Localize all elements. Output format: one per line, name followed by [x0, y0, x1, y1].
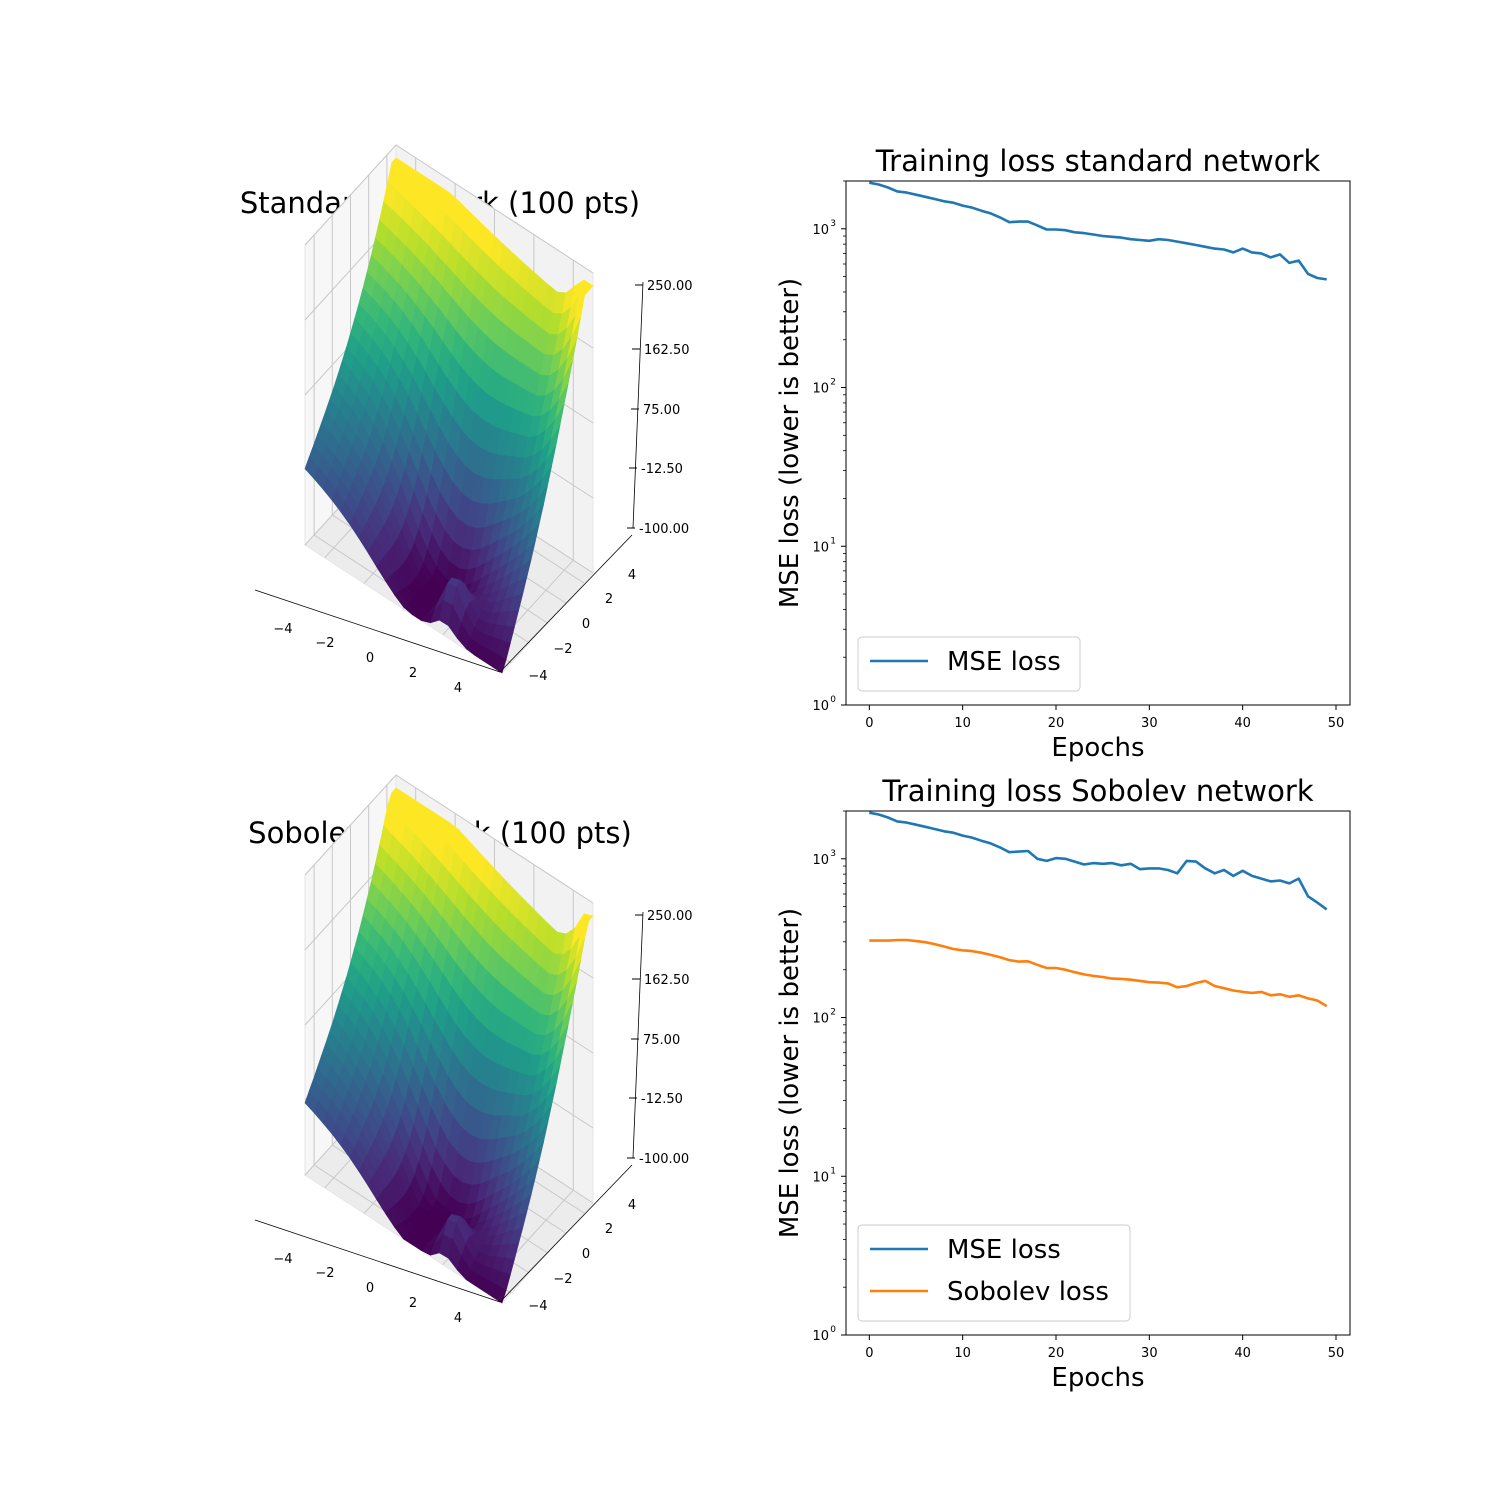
y-tick-exponent: 0 — [830, 695, 836, 705]
x-tick-label: 4 — [454, 1311, 462, 1326]
panel-title: Training loss standard network — [875, 144, 1321, 178]
y-axis-label: MSE loss (lower is better) — [775, 278, 805, 608]
x-tick-label: 20 — [1048, 716, 1065, 731]
y-tick-label: 4 — [628, 568, 636, 583]
x-tick-label: 0 — [865, 716, 873, 731]
surface-panel-2: Sobolev network (100 pts)-100.00-12.5075… — [248, 773, 693, 1326]
y-tick-label: 10 — [812, 1012, 829, 1027]
x-tick-label: 50 — [1328, 716, 1345, 731]
y-tick-label: 10 — [812, 223, 829, 238]
y-tick-label: −2 — [553, 1272, 572, 1287]
y-tick-label: 2 — [605, 1222, 613, 1237]
y-axis-line — [499, 534, 633, 673]
surface-panel-0: Standard network (100 pts)-100.00-12.507… — [0, 0, 693, 696]
z-axis-line — [632, 281, 644, 529]
z-tick-anchor — [0, 0, 502, 285]
series-line — [869, 181, 1327, 281]
x-axis-line — [254, 1219, 501, 1303]
grid-line — [304, 774, 397, 876]
x-tick-label: 40 — [1234, 716, 1251, 731]
z-tick-label: -12.50 — [641, 462, 683, 477]
surface — [304, 157, 594, 674]
grid-line — [304, 144, 397, 246]
series-line — [869, 811, 1328, 911]
y-tick-exponent: 0 — [830, 1325, 836, 1335]
plot-frame — [845, 180, 1351, 706]
z-tick-label: -12.50 — [641, 1092, 683, 1107]
x-axis-label: Epochs — [1051, 1363, 1144, 1393]
y-axis-line — [499, 1164, 633, 1303]
x-tick-label: 20 — [1048, 1346, 1065, 1361]
y-tick-label: 4 — [628, 1198, 636, 1213]
x-tick-label: 30 — [1141, 716, 1158, 731]
y-tick-exponent: 1 — [830, 1166, 836, 1176]
x-tick-label: 2 — [409, 666, 417, 681]
legend-box — [857, 636, 1081, 692]
panel-title: Training loss Sobolev network — [881, 774, 1313, 808]
x-axis-line — [254, 589, 501, 673]
grid-line — [395, 774, 594, 904]
y-tick-label: −2 — [553, 642, 572, 657]
x-tick-label: 30 — [1141, 1346, 1158, 1361]
plot-frame — [845, 810, 1351, 1336]
x-tick-label: 2 — [409, 1296, 417, 1311]
x-tick-label: 0 — [865, 1346, 873, 1361]
y-tick-exponent: 2 — [830, 1008, 836, 1018]
y-tick-label: 2 — [605, 592, 613, 607]
z-tick-label: -100.00 — [639, 522, 689, 537]
legend-label: MSE loss — [947, 1235, 1061, 1265]
x-tick-label: 40 — [1234, 1346, 1251, 1361]
legend-label: MSE loss — [947, 647, 1061, 677]
z-tick-label: 162.50 — [644, 973, 690, 988]
y-axis-label: MSE loss (lower is better) — [775, 908, 805, 1238]
z-tick-label: 75.00 — [643, 1033, 680, 1048]
x-tick-label: −4 — [273, 622, 292, 637]
y-tick-label: −4 — [528, 669, 547, 684]
y-tick-label: 0 — [582, 1247, 590, 1262]
x-tick-label: 4 — [454, 681, 462, 696]
y-tick-exponent: 1 — [830, 536, 836, 546]
y-tick-exponent: 3 — [830, 219, 836, 229]
surface — [304, 787, 594, 1304]
z-tick-label: 162.50 — [644, 343, 690, 358]
x-axis-label: Epochs — [1051, 733, 1144, 763]
x-tick-label: 0 — [366, 651, 374, 666]
series-line — [869, 938, 1328, 1008]
plot-area — [846, 181, 1350, 705]
y-tick-label: 10 — [812, 1170, 829, 1185]
y-tick-exponent: 2 — [830, 378, 836, 388]
z-tick-label: 250.00 — [647, 279, 693, 294]
y-tick-exponent: 3 — [830, 849, 836, 859]
z-axis-line — [632, 911, 644, 1159]
z-tick-label: 75.00 — [643, 403, 680, 418]
x-tick-label: 10 — [954, 1346, 971, 1361]
y-tick-label: 0 — [582, 617, 590, 632]
legend-label: Sobolev loss — [947, 1277, 1109, 1307]
x-tick-label: −4 — [273, 1252, 292, 1267]
z-tick-label: 250.00 — [647, 909, 693, 924]
y-tick-label: 10 — [812, 382, 829, 397]
x-tick-label: 10 — [954, 716, 971, 731]
y-tick-label: 10 — [812, 699, 829, 714]
surface-facet — [492, 653, 507, 674]
z-tick-label: -100.00 — [639, 1152, 689, 1167]
x-tick-label: 0 — [366, 1281, 374, 1296]
y-tick-label: 10 — [812, 1329, 829, 1344]
x-tick-label: 50 — [1328, 1346, 1345, 1361]
y-tick-label: 10 — [812, 853, 829, 868]
x-tick-label: −2 — [315, 636, 334, 651]
y-tick-label: 10 — [812, 540, 829, 555]
y-tick-label: −4 — [528, 1299, 547, 1314]
grid-line — [395, 144, 594, 274]
x-tick-label: −2 — [315, 1266, 334, 1281]
